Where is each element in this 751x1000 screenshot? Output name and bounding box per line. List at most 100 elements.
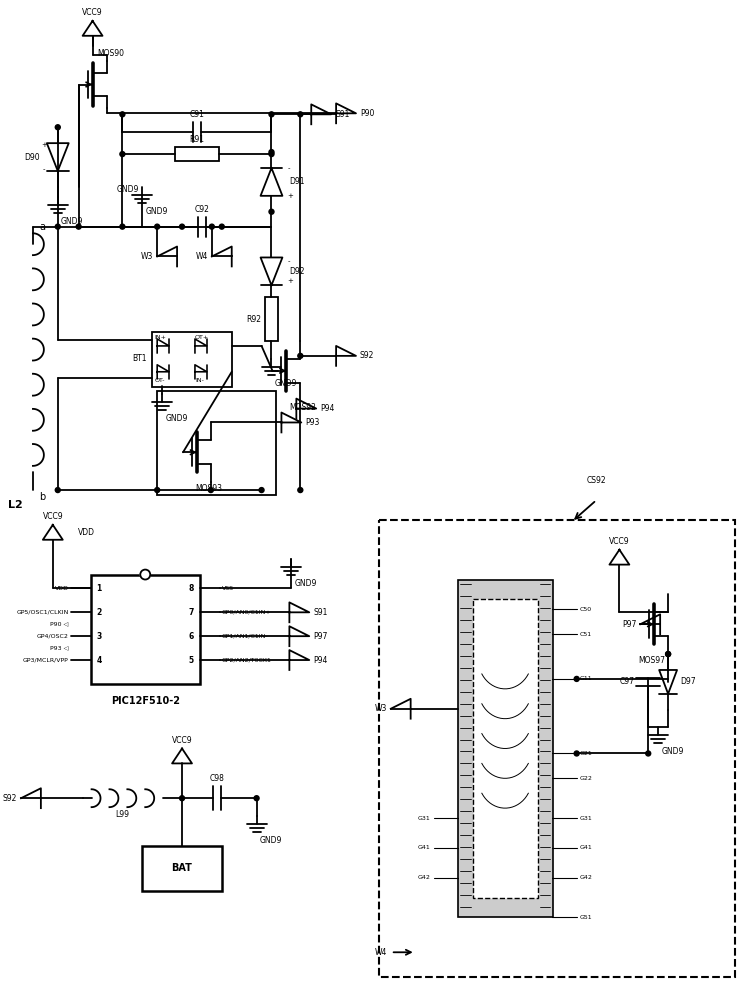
Text: VCC9: VCC9 [43, 512, 63, 521]
Text: GP4/OSC2: GP4/OSC2 [37, 634, 68, 639]
Text: P93: P93 [306, 418, 320, 427]
Text: P97: P97 [313, 632, 327, 641]
Text: R92: R92 [246, 315, 261, 324]
Text: G22: G22 [580, 776, 593, 781]
Circle shape [298, 488, 303, 493]
Circle shape [120, 112, 125, 117]
Text: GP0/AN0/C1IN+: GP0/AN0/C1IN+ [222, 610, 271, 615]
Circle shape [646, 751, 650, 756]
Text: L2: L2 [8, 500, 23, 510]
Circle shape [269, 150, 274, 155]
Text: -: - [288, 258, 290, 264]
Text: GND9: GND9 [117, 185, 139, 194]
Bar [473, 599, 538, 898]
Bar [157, 391, 276, 495]
Circle shape [298, 353, 303, 358]
Text: GP3/MCLR/VPP: GP3/MCLR/VPP [23, 658, 68, 663]
Circle shape [254, 796, 259, 801]
Circle shape [179, 224, 185, 229]
Text: VCC9: VCC9 [609, 537, 629, 546]
Circle shape [259, 488, 264, 493]
Circle shape [269, 209, 274, 214]
Text: b: b [40, 492, 46, 502]
Text: P97: P97 [622, 620, 636, 629]
Text: OT-: OT- [154, 378, 164, 383]
Bar [175, 147, 219, 161]
Circle shape [665, 652, 671, 657]
Text: 1: 1 [97, 584, 102, 593]
Text: 4: 4 [97, 656, 102, 665]
Text: GP1/AN1/C1IN-: GP1/AN1/C1IN- [222, 634, 268, 639]
Text: GP2/AN2/T0CK1: GP2/AN2/T0CK1 [222, 658, 272, 663]
Text: C91: C91 [189, 110, 204, 119]
Text: 6: 6 [189, 632, 194, 641]
Text: a: a [40, 222, 46, 232]
Circle shape [665, 652, 671, 657]
Text: G11: G11 [580, 676, 593, 681]
Circle shape [76, 224, 81, 229]
Text: MOS92: MOS92 [289, 403, 316, 412]
Text: G31: G31 [580, 816, 593, 821]
Text: G41: G41 [580, 845, 593, 850]
Bar [264, 297, 279, 341]
Text: C92: C92 [195, 205, 210, 214]
Text: P94: P94 [313, 656, 327, 665]
Text: GND9: GND9 [274, 379, 297, 388]
Text: BAT: BAT [171, 863, 192, 873]
Text: G42: G42 [580, 875, 593, 880]
Text: W3: W3 [141, 252, 153, 261]
Text: -: - [43, 166, 45, 172]
Circle shape [155, 488, 160, 493]
Text: MOS93: MOS93 [195, 484, 222, 493]
Text: GND9: GND9 [260, 836, 282, 845]
Circle shape [56, 488, 60, 493]
Bar [152, 332, 232, 387]
Text: IN+: IN+ [154, 335, 166, 340]
Text: L99: L99 [116, 810, 129, 819]
Bar [142, 846, 222, 891]
Text: S91: S91 [313, 608, 327, 617]
Circle shape [575, 751, 579, 756]
Text: +: + [288, 193, 294, 199]
Text: C50: C50 [580, 607, 592, 612]
Text: BT1: BT1 [133, 354, 147, 363]
Text: W4: W4 [375, 948, 387, 957]
Text: G51: G51 [580, 915, 593, 920]
Text: VCC9: VCC9 [172, 736, 192, 745]
Text: +: + [288, 278, 294, 284]
Text: P90: P90 [360, 109, 374, 118]
Circle shape [575, 676, 579, 681]
Text: GND9: GND9 [165, 414, 188, 423]
Text: S91: S91 [335, 110, 349, 119]
Text: C98: C98 [210, 774, 225, 783]
Circle shape [120, 152, 125, 157]
Circle shape [298, 112, 303, 117]
Text: GND9: GND9 [61, 217, 83, 226]
Circle shape [179, 796, 185, 801]
Text: R91: R91 [189, 135, 204, 144]
Text: VSS: VSS [222, 586, 234, 591]
Circle shape [269, 112, 274, 117]
Circle shape [208, 488, 213, 493]
Text: P93 ◁: P93 ◁ [50, 646, 68, 651]
Text: W4: W4 [195, 252, 208, 261]
Circle shape [219, 224, 225, 229]
Text: 3: 3 [97, 632, 102, 641]
Text: VCC9: VCC9 [83, 8, 103, 17]
Circle shape [56, 224, 60, 229]
Text: G21: G21 [580, 751, 593, 756]
Text: 5: 5 [189, 656, 194, 665]
Text: IN-: IN- [195, 378, 204, 383]
Text: VDD: VDD [55, 586, 68, 591]
Text: G41: G41 [418, 845, 430, 850]
Text: G42: G42 [418, 875, 430, 880]
Text: VDD: VDD [77, 528, 95, 537]
Circle shape [140, 570, 150, 580]
Text: GND9: GND9 [661, 747, 683, 756]
Text: P90 ◁: P90 ◁ [50, 622, 68, 627]
Circle shape [56, 125, 60, 130]
Text: OT+: OT+ [195, 335, 209, 340]
Bar [91, 575, 200, 684]
Text: P94: P94 [320, 404, 335, 413]
Text: CS92: CS92 [587, 476, 606, 485]
